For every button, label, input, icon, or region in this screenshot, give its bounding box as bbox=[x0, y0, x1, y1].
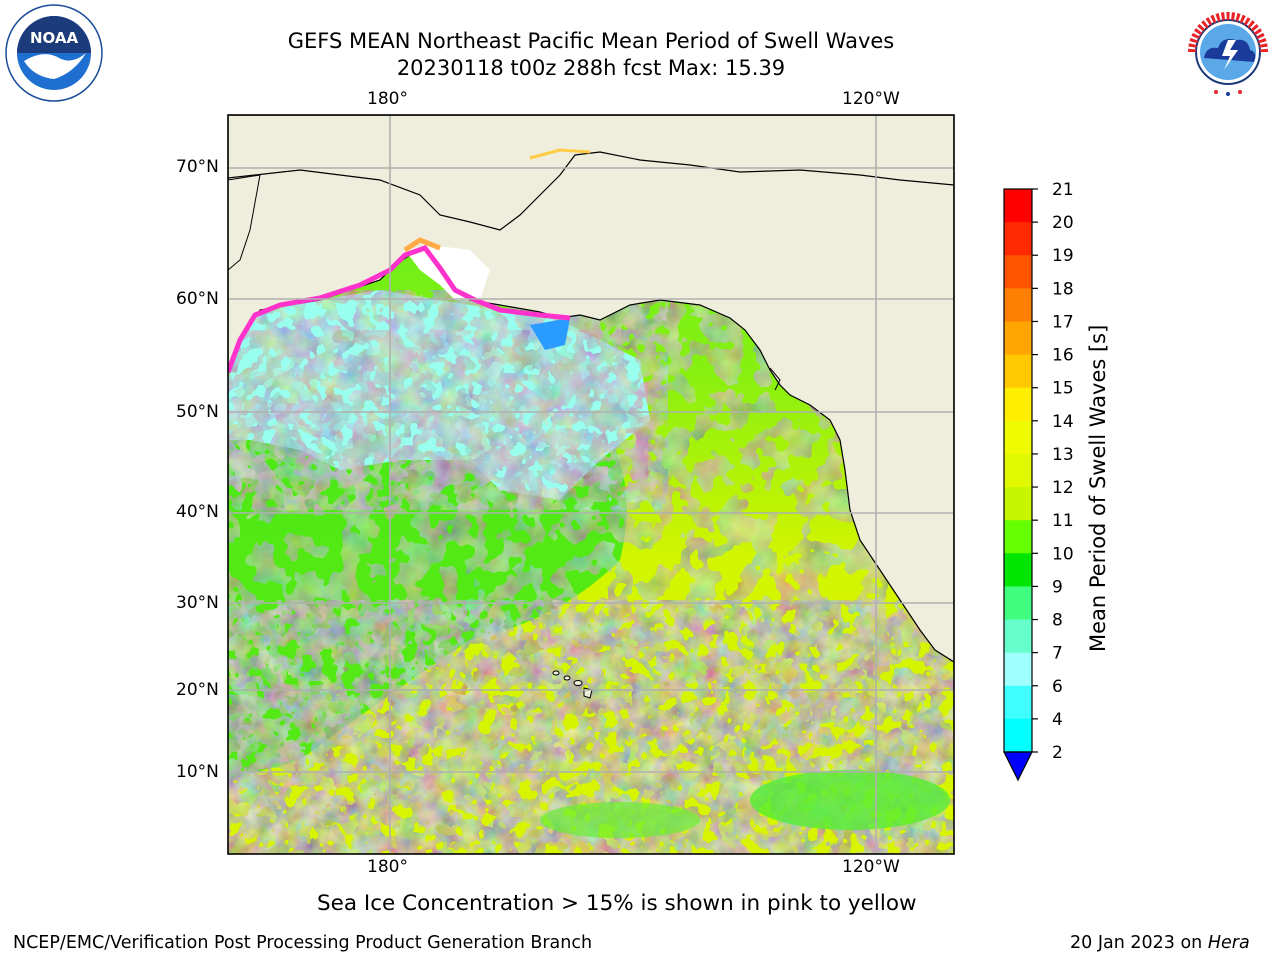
colorbar-segment bbox=[1004, 222, 1032, 256]
lat-label-40n: 40°N bbox=[176, 502, 219, 522]
colorbar-ticks: 21 20 19 18 17 16 15 14 13 12 11 10 9 8 7 6 4 2 bbox=[1032, 180, 1074, 763]
map-area bbox=[228, 115, 954, 854]
swell-spot-blue bbox=[530, 318, 570, 350]
colorbar-segment bbox=[1004, 255, 1032, 289]
colorbar-tick-label: 19 bbox=[1052, 246, 1074, 266]
lat-label-60n: 60°N bbox=[176, 289, 219, 309]
sea-ice-caption: Sea Ice Concentration > 15% is shown in … bbox=[317, 891, 917, 916]
colorbar-tick-label: 20 bbox=[1052, 213, 1074, 233]
colorbar-segment bbox=[1004, 652, 1032, 687]
colorbar-tick-label: 10 bbox=[1052, 544, 1074, 564]
colorbar-segment bbox=[1004, 718, 1032, 753]
lat-label-50n: 50°N bbox=[176, 402, 219, 422]
footer-date: 20 Jan 2023 on Hera bbox=[1070, 933, 1250, 953]
colorbar-tick-label: 4 bbox=[1052, 710, 1063, 730]
footer-host: Hera bbox=[1207, 933, 1250, 953]
sea-ice-edge bbox=[228, 245, 571, 373]
colorbar-segment bbox=[1004, 354, 1032, 389]
colorbar bbox=[1003, 188, 1033, 782]
lon-label-bottom-120w: 120°W bbox=[842, 857, 900, 877]
colorbar-segment bbox=[1004, 586, 1032, 621]
chart-title: GEFS MEAN Northeast Pacific Mean Period … bbox=[287, 29, 895, 53]
colorbar-tick-label: 15 bbox=[1052, 379, 1074, 399]
land-siberia bbox=[228, 174, 261, 271]
colorbar-segment bbox=[1004, 520, 1032, 554]
colorbar-tick-label: 9 bbox=[1052, 577, 1063, 597]
colorbar-tick-label: 17 bbox=[1052, 312, 1074, 332]
colorbar-tick-label: 16 bbox=[1052, 346, 1074, 366]
colorbar-tick-label: 7 bbox=[1052, 644, 1063, 664]
colorbar-label: Mean Period of Swell Waves [s] bbox=[1086, 324, 1110, 652]
lat-label-30n: 30°N bbox=[176, 593, 219, 613]
land-arctic-coast bbox=[228, 115, 954, 231]
lat-label-20n: 20°N bbox=[176, 680, 219, 700]
sea-ice-edge-orange bbox=[403, 237, 441, 253]
coast-vancouver bbox=[769, 367, 781, 391]
colorbar-tick-label: 12 bbox=[1052, 478, 1074, 498]
swell-patch-south bbox=[540, 802, 700, 838]
lat-label-70n: 70°N bbox=[176, 157, 219, 177]
colorbar-segment bbox=[1004, 288, 1032, 322]
colorbar-tick-label: 21 bbox=[1052, 180, 1074, 200]
nws-logo bbox=[1180, 4, 1276, 100]
chart-subtitle: 20230118 t00z 288h fcst Max: 15.39 bbox=[396, 56, 786, 80]
colorbar-segment bbox=[1004, 553, 1032, 587]
colorbar-tick-label: 2 bbox=[1052, 743, 1063, 763]
colorbar-segment bbox=[1004, 487, 1032, 521]
colorbar-segment bbox=[1004, 420, 1032, 455]
sea-ice-arctic-yellow bbox=[529, 148, 591, 160]
footer-date-text: 20 Jan 2023 on bbox=[1070, 933, 1208, 953]
colorbar-segment bbox=[1004, 685, 1032, 720]
colorbar-tick-label: 13 bbox=[1052, 445, 1074, 465]
colorbar-frame bbox=[1003, 188, 1033, 753]
colorbar-segment bbox=[1004, 619, 1032, 654]
lat-label-10n: 10°N bbox=[176, 762, 219, 782]
noaa-logo: NOAA bbox=[5, 4, 103, 102]
noaa-logo-text: NOAA bbox=[30, 29, 79, 47]
sea-ice-free-bay bbox=[405, 245, 490, 300]
lon-label-top-180: 180° bbox=[367, 89, 408, 109]
colorbar-extend-triangle bbox=[1003, 751, 1033, 782]
swell-patch-southeast bbox=[750, 770, 950, 830]
colorbar-tick-label: 6 bbox=[1052, 677, 1063, 697]
colorbar-segment bbox=[1004, 387, 1032, 422]
colorbar-segment bbox=[1004, 321, 1032, 356]
colorbar-segment bbox=[1004, 453, 1032, 488]
footer-producer: NCEP/EMC/Verification Post Processing Pr… bbox=[13, 933, 593, 953]
lon-label-bottom-180: 180° bbox=[367, 857, 408, 877]
colorbar-tick-label: 18 bbox=[1052, 279, 1074, 299]
colorbar-segment bbox=[1004, 189, 1032, 223]
map-frame bbox=[227, 114, 955, 855]
colorbar-tick-label: 14 bbox=[1052, 412, 1074, 432]
colorbar-tick-label: 8 bbox=[1052, 611, 1063, 631]
graticule bbox=[228, 115, 954, 854]
lon-label-top-120w: 120°W bbox=[842, 89, 900, 109]
swell-texture-green bbox=[228, 330, 648, 510]
colorbar-tick-label: 11 bbox=[1052, 511, 1074, 531]
